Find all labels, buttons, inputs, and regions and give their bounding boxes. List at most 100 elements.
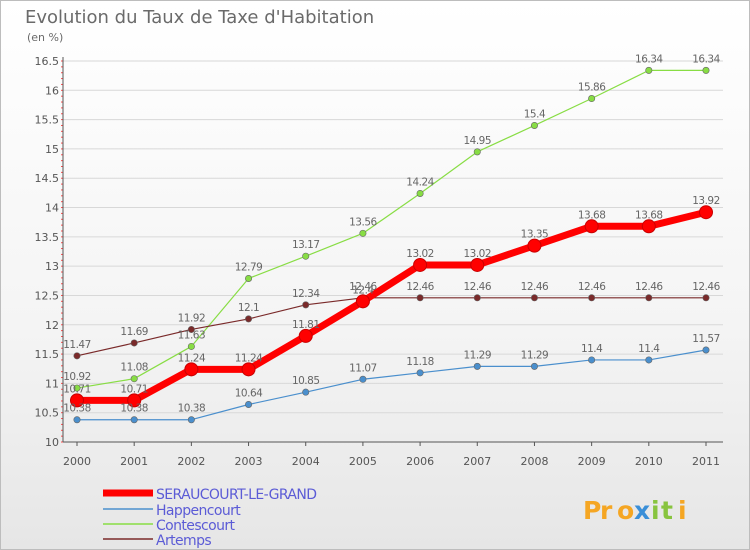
data-label: 11.57	[692, 333, 720, 345]
data-point	[187, 342, 195, 350]
chart-title: Evolution du Taux de Taxe d'Habitation	[25, 7, 375, 28]
data-label: 10.71	[63, 383, 91, 395]
data-label: 10.92	[63, 371, 91, 383]
x-tick-label: 2005	[349, 455, 377, 468]
data-point	[130, 416, 138, 424]
data-label: 11.92	[178, 312, 206, 324]
data-label: 13.68	[635, 209, 663, 221]
data-point	[302, 388, 310, 396]
x-tick-label: 2002	[177, 455, 205, 468]
data-point	[473, 148, 481, 156]
data-point	[130, 375, 138, 383]
legend-label: Happencourt	[156, 503, 241, 519]
data-label: 10.38	[178, 403, 206, 415]
data-label: 10.38	[63, 403, 91, 415]
data-label: 11.29	[521, 349, 549, 361]
data-label: 16.34	[692, 53, 720, 65]
x-tick-label: 2010	[635, 455, 663, 468]
y-tick-label: 11	[45, 377, 59, 390]
data-point	[73, 416, 81, 424]
data-point	[702, 346, 710, 354]
data-point	[473, 294, 481, 302]
data-label: 13.56	[349, 216, 377, 228]
data-point	[187, 325, 195, 333]
data-label: 12.46	[692, 281, 720, 293]
x-tick-label: 2003	[235, 455, 263, 468]
data-point	[73, 352, 81, 360]
data-label: 13.68	[578, 209, 606, 221]
legend-label: Artemps	[156, 533, 211, 549]
data-label: 12.46	[349, 281, 377, 293]
data-point	[645, 294, 653, 302]
y-tick-label: 11.5	[35, 348, 60, 361]
logo-letter: x	[634, 496, 650, 525]
data-point	[70, 393, 84, 408]
data-label: 12.46	[463, 281, 491, 293]
data-point	[245, 315, 253, 323]
y-tick-label: 15	[45, 143, 59, 156]
data-point	[530, 121, 538, 129]
data-point	[359, 375, 367, 383]
x-tick-label: 2001	[120, 455, 148, 468]
data-label: 11.47	[63, 339, 91, 351]
data-point	[702, 66, 710, 74]
data-point	[416, 189, 424, 197]
data-label: 12.46	[578, 281, 606, 293]
data-point	[470, 257, 485, 272]
x-tick-label: 2006	[406, 455, 434, 468]
data-point	[641, 219, 656, 234]
data-label: 11.69	[120, 326, 148, 338]
data-label: 10.71	[120, 383, 148, 395]
series-line	[76, 69, 706, 389]
data-label: 11.81	[292, 319, 320, 331]
data-point	[588, 294, 596, 302]
data-label: 11.24	[178, 352, 206, 364]
x-tick-label: 2009	[578, 455, 606, 468]
data-label: 13.02	[406, 248, 434, 260]
data-label: 11.63	[178, 329, 206, 341]
data-label: 10.85	[292, 375, 320, 387]
y-tick-label: 10.5	[35, 407, 60, 420]
x-tick-label: 2000	[63, 455, 91, 468]
y-tick-label: 13	[45, 260, 59, 273]
data-label: 12.4	[352, 284, 374, 296]
data-point	[245, 274, 253, 282]
x-tick-label: 2008	[520, 455, 548, 468]
x-tick-label: 2004	[292, 455, 320, 468]
y-tick-label: 10	[45, 436, 59, 449]
data-label: 15.86	[578, 82, 606, 94]
data-point	[355, 294, 370, 309]
data-point	[473, 362, 481, 370]
data-label: 12.79	[235, 261, 263, 273]
data-point	[127, 393, 142, 408]
data-point	[413, 257, 428, 272]
data-label: 11.18	[406, 356, 434, 368]
data-label: 12.34	[292, 288, 320, 300]
data-point	[416, 369, 424, 377]
data-label: 12.46	[406, 281, 434, 293]
data-label: 14.24	[406, 176, 434, 188]
logo-letter: t	[661, 496, 673, 525]
data-label: 12.46	[521, 281, 549, 293]
data-label: 11.07	[349, 362, 377, 374]
data-label: 13.35	[521, 229, 549, 241]
data-point	[699, 205, 713, 220]
data-label: 13.92	[692, 195, 720, 207]
series-line	[76, 297, 706, 357]
data-point	[584, 219, 599, 234]
data-label: 13.02	[463, 248, 491, 260]
y-tick-label: 14.5	[35, 172, 60, 185]
data-point	[702, 294, 710, 302]
y-tick-label: 13.5	[35, 231, 60, 244]
logo-letter: P	[583, 496, 601, 525]
logo-letter: o	[617, 496, 634, 525]
series-line	[77, 349, 707, 421]
legend-label: SERAUCOURT-LE-GRAND	[156, 487, 316, 503]
data-point	[245, 400, 253, 408]
data-label: 12.1	[238, 302, 259, 314]
data-point	[184, 362, 199, 377]
data-point	[530, 294, 538, 302]
logo-letter: i	[651, 496, 660, 525]
